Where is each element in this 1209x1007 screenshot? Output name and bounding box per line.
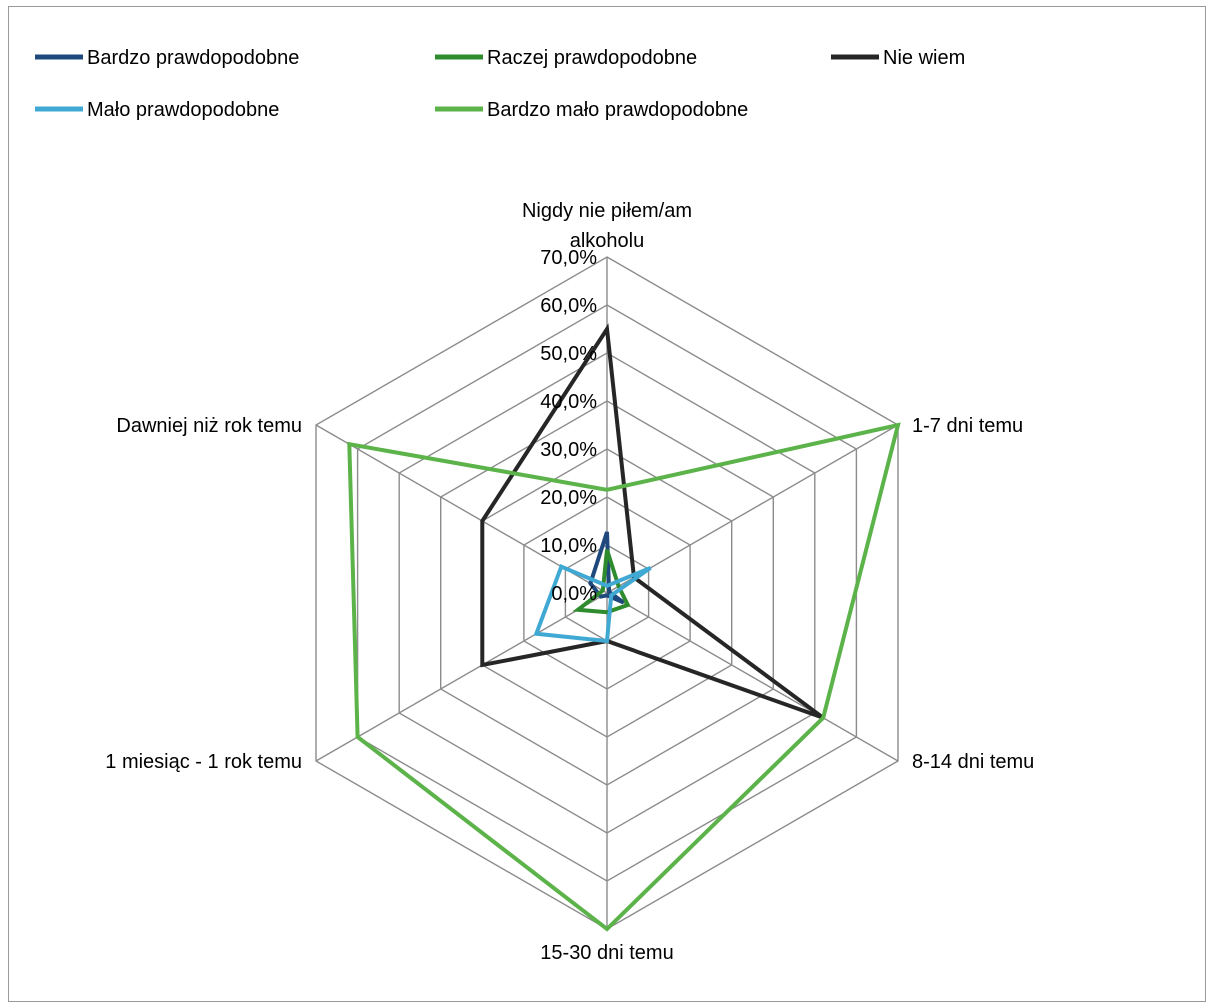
category-label: alkoholu	[570, 230, 645, 252]
series-line-mało-prawdopodobne	[533, 563, 652, 644]
axis-spoke	[315, 592, 608, 762]
series-line-bardzo-mało-prawdopodobne	[347, 422, 901, 932]
legend-label: Nie wiem	[883, 47, 965, 69]
category-label: 8-14 dni temu	[912, 751, 1034, 773]
tick-label: 0,0%	[551, 583, 597, 605]
tick-label: 60,0%	[540, 295, 597, 317]
axis-spoke	[606, 592, 899, 762]
series-line-raczej-prawdopodobne	[572, 549, 631, 615]
legend-label: Bardzo mało prawdopodobne	[487, 99, 748, 121]
legend-label: Raczej prawdopodobne	[487, 47, 697, 69]
chart-frame: 0,0% 10,0% 20,0% 30,0% 40,0% 50,0% 60,0% 70,0% N…	[8, 6, 1206, 1002]
tick-label: 30,0%	[540, 439, 597, 461]
radar-chart: 0,0% 10,0% 20,0% 30,0% 40,0% 50,0% 60,0% 70,0% N…	[35, 47, 1034, 964]
legend-label: Bardzo prawdopodobne	[87, 47, 299, 69]
tick-label: 70,0%	[540, 247, 597, 269]
category-label: Dawniej niż rok temu	[116, 415, 302, 437]
axis-spoke	[606, 424, 899, 594]
category-label: 15-30 dni temu	[540, 942, 673, 964]
series-line-bardzo-prawdopodobne	[588, 531, 625, 605]
tick-label: 10,0%	[540, 535, 597, 557]
category-label: 1-7 dni temu	[912, 415, 1023, 437]
category-label: 1 miesiąc - 1 rok temu	[105, 751, 302, 773]
legend-label: Mało prawdopodobne	[87, 99, 279, 121]
category-label: Nigdy nie piłem/am	[522, 200, 692, 222]
tick-label: 50,0%	[540, 343, 597, 365]
tick-label: 40,0%	[540, 391, 597, 413]
axis-spoke	[315, 424, 608, 594]
tick-label: 20,0%	[540, 487, 597, 509]
